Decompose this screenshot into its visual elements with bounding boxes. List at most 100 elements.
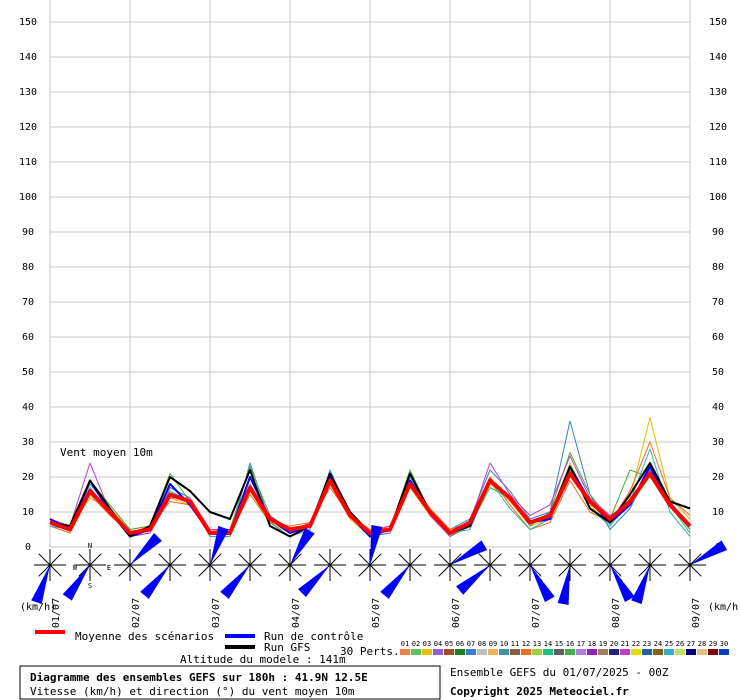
member-swatch	[587, 649, 597, 655]
member-label: 30	[720, 640, 728, 648]
member-swatch	[576, 649, 586, 655]
wind-wedge	[210, 525, 229, 565]
wind-wedge	[690, 540, 728, 565]
x-tick-label: 05/07	[371, 598, 382, 628]
wind-wedge	[130, 533, 162, 565]
member-label: 17	[577, 640, 585, 648]
rose-ray	[689, 553, 702, 566]
y-tick-label: 10	[22, 507, 34, 518]
member-swatch	[686, 649, 696, 655]
rose-ray	[369, 564, 382, 577]
member-swatch	[422, 649, 432, 655]
y-tick-label: 80	[22, 262, 34, 273]
rose-ray	[638, 553, 651, 566]
rose-ray	[489, 553, 502, 566]
rose-ray	[678, 564, 691, 577]
x-tick-label: 06/07	[451, 598, 462, 628]
rose-ray	[329, 564, 342, 577]
y-tick-label: 0	[25, 542, 31, 553]
x-tick-label: 01/07	[51, 598, 62, 628]
member-swatch	[675, 649, 685, 655]
member-label: 20	[610, 640, 618, 648]
y-unit-left: (km/h)	[20, 602, 56, 613]
rose-ray	[209, 564, 222, 577]
member-label: 25	[665, 640, 673, 648]
run-info: Ensemble GEFS du 01/07/2025 - 00Z	[450, 666, 669, 679]
member-swatch	[697, 649, 707, 655]
rose-ray	[518, 564, 531, 577]
rose-ray	[89, 553, 102, 566]
member-swatch	[642, 649, 652, 655]
rose-ray	[249, 553, 262, 566]
member-label: 12	[522, 640, 530, 648]
legend-label: Moyenne des scénarios	[75, 630, 214, 643]
rose-ray	[118, 564, 131, 577]
y-tick-label: 150	[19, 17, 37, 28]
y-tick-label-right: 40	[712, 402, 724, 413]
rose-ray	[198, 553, 211, 566]
annotation: Vent moyen 10m	[60, 446, 153, 459]
rose-ray	[49, 553, 62, 566]
rose-ray	[278, 553, 291, 566]
perts-label: 30 Perts.	[340, 645, 400, 658]
y-unit-right: (km/h)	[708, 602, 740, 613]
rose-ray	[318, 553, 331, 566]
chart-subtitle: Vitesse (km/h) et direction (°) du vent …	[30, 685, 355, 698]
rose-ray	[649, 553, 662, 566]
member-label: 02	[412, 640, 420, 648]
wind-wedge	[456, 565, 490, 595]
y-tick-label-right: 130	[709, 87, 727, 98]
y-tick-label: 40	[22, 402, 34, 413]
rose-ray	[358, 564, 371, 577]
member-swatch	[455, 649, 465, 655]
rose-ray	[609, 553, 622, 566]
wind-wedge	[380, 565, 410, 599]
member-swatch	[653, 649, 663, 655]
wind-wedge	[31, 565, 50, 605]
member-label: 06	[456, 640, 464, 648]
rose-ray	[518, 553, 531, 566]
rose-ray	[158, 553, 171, 566]
member-swatch	[433, 649, 443, 655]
legend-label: Run de contrôle	[264, 630, 363, 643]
y-tick-label-right: 150	[709, 17, 727, 28]
rose-ray	[118, 553, 131, 566]
rose-ray	[569, 564, 582, 577]
rose-ray	[478, 553, 491, 566]
y-tick-label: 20	[22, 472, 34, 483]
member-label: 08	[478, 640, 486, 648]
compass-w: W	[73, 564, 78, 572]
member-swatch	[444, 649, 454, 655]
rose-ray	[129, 564, 142, 577]
rose-ray	[438, 564, 451, 577]
y-tick-label-right: 140	[709, 52, 727, 63]
altitude: Altitude du modele : 141m	[180, 653, 346, 666]
member-swatch	[510, 649, 520, 655]
y-tick-label-right: 110	[709, 157, 727, 168]
y-tick-label-right: 10	[712, 507, 724, 518]
member-label: 14	[544, 640, 552, 648]
member-label: 24	[654, 640, 662, 648]
member-swatch	[609, 649, 619, 655]
x-tick-label: 08/07	[611, 598, 622, 628]
y-tick-label: 130	[19, 87, 37, 98]
rose-ray	[558, 553, 571, 566]
wind-wedge	[220, 565, 250, 599]
member-label: 07	[467, 640, 475, 648]
compass-s: S	[88, 582, 92, 590]
rose-ray	[209, 553, 222, 566]
member-label: 19	[599, 640, 607, 648]
y-tick-label-right: 90	[712, 227, 724, 238]
member-label: 28	[698, 640, 706, 648]
member-swatch	[466, 649, 476, 655]
rose-ray	[558, 564, 571, 577]
rose-ray	[38, 553, 51, 566]
rose-ray	[289, 564, 302, 577]
rose-ray	[78, 564, 91, 577]
rose-ray	[49, 564, 62, 577]
compass-e: E	[107, 564, 111, 572]
compass-n: N	[88, 542, 92, 550]
wind-wedge	[290, 527, 315, 565]
x-tick-label: 09/07	[691, 598, 702, 628]
